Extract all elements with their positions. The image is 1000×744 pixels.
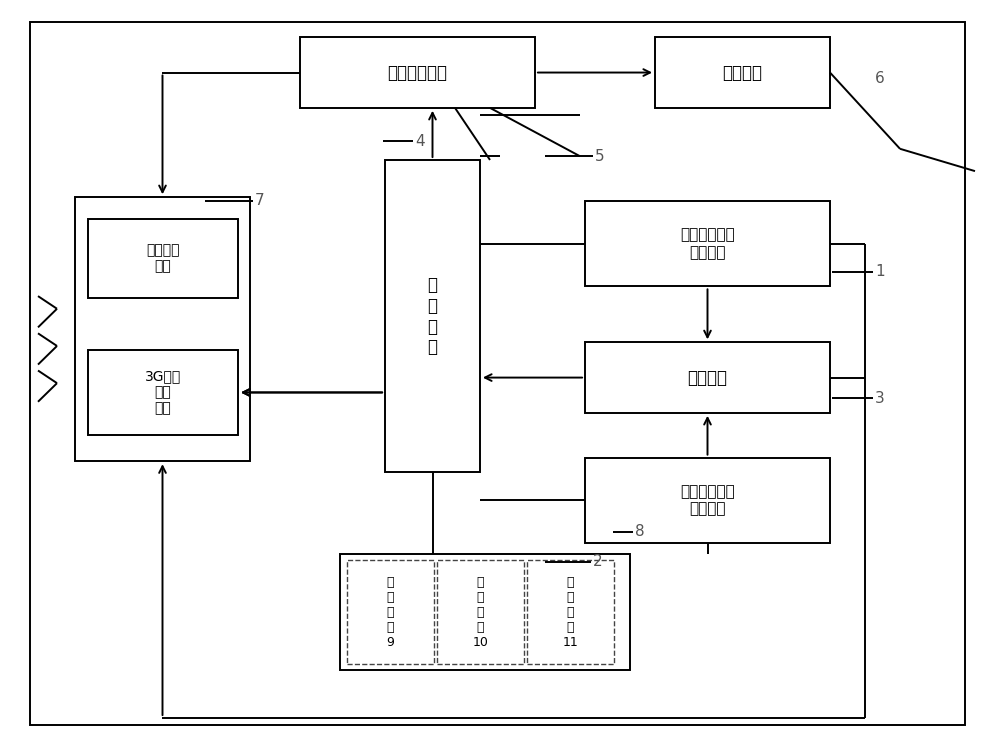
Bar — [88, 350, 238, 435]
Text: 接
口
单
元
9: 接 口 单 元 9 — [387, 576, 394, 649]
Text: 存储模块: 存储模块 — [688, 368, 728, 387]
Text: 乘客人数信息
采集模块: 乘客人数信息 采集模块 — [680, 484, 735, 516]
Bar — [300, 37, 535, 108]
Bar — [585, 201, 830, 286]
Bar — [527, 560, 614, 664]
Text: 操
作
面
版
10: 操 作 面 版 10 — [473, 576, 488, 649]
Text: 检测预警模块: 检测预警模块 — [388, 63, 448, 82]
Text: 2: 2 — [593, 554, 603, 569]
Bar — [347, 560, 434, 664]
Text: 6: 6 — [875, 71, 885, 86]
Text: 1: 1 — [875, 264, 885, 279]
Text: 4: 4 — [415, 134, 425, 149]
Text: 显示模块: 显示模块 — [722, 63, 763, 82]
Bar — [655, 37, 830, 108]
Bar — [385, 160, 480, 472]
Text: 3G通信
接口
模块: 3G通信 接口 模块 — [145, 369, 181, 416]
Text: 控
制
模
块: 控 制 模 块 — [428, 276, 438, 356]
Text: 3: 3 — [875, 391, 885, 405]
Text: 7: 7 — [255, 193, 265, 208]
Text: 无线发射
模块: 无线发射 模块 — [146, 243, 180, 274]
Bar — [340, 554, 630, 670]
Bar — [88, 219, 238, 298]
Text: 8: 8 — [635, 525, 645, 539]
Text: 5: 5 — [595, 149, 605, 164]
Bar — [437, 560, 524, 664]
Text: 底盘压力参数
采集模块: 底盘压力参数 采集模块 — [680, 228, 735, 260]
Bar — [585, 458, 830, 543]
Text: 指
示
单
元
11: 指 示 单 元 11 — [563, 576, 578, 649]
Bar — [585, 342, 830, 413]
Bar — [75, 197, 250, 461]
